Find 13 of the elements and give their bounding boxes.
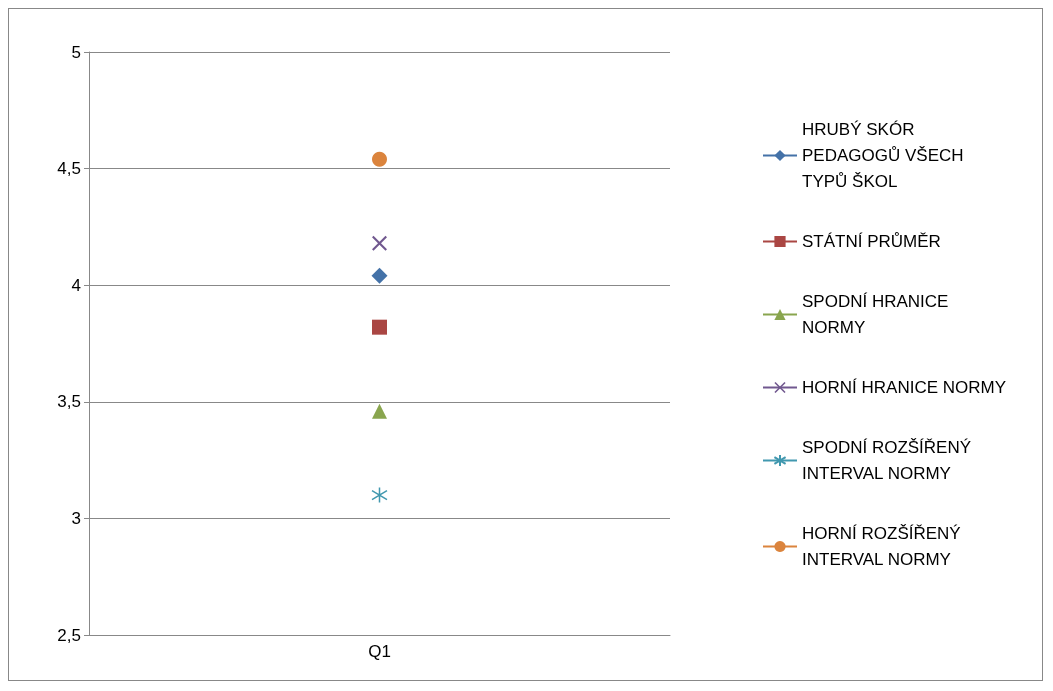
x-tick-label: Q1 [368, 642, 391, 661]
legend-label: SPODNÍ HRANICE NORMY [802, 292, 954, 337]
y-tick-label: 5 [71, 42, 81, 62]
y-tick-label: 3,5 [57, 392, 81, 412]
y-tick-label: 4 [71, 275, 81, 295]
legend-label: HRUBÝ SKÓR PEDAGOGŮ VŠECH TYPŮ ŠKOL [802, 120, 969, 191]
y-tick-label: 2,5 [57, 625, 81, 645]
legend-label: HORNÍ ROZŠÍŘENÝ INTERVAL NORMY [802, 524, 966, 569]
legend-label: HORNÍ HRANICE NORMY [802, 378, 1007, 397]
y-tick-label: 4,5 [57, 159, 81, 179]
legend-label: STÁTNÍ PRŮMĚR [802, 232, 941, 251]
legend-label: SPODNÍ ROZŠÍŘENÝ INTERVAL NORMY [802, 438, 976, 483]
y-tick-label: 3 [71, 508, 81, 528]
